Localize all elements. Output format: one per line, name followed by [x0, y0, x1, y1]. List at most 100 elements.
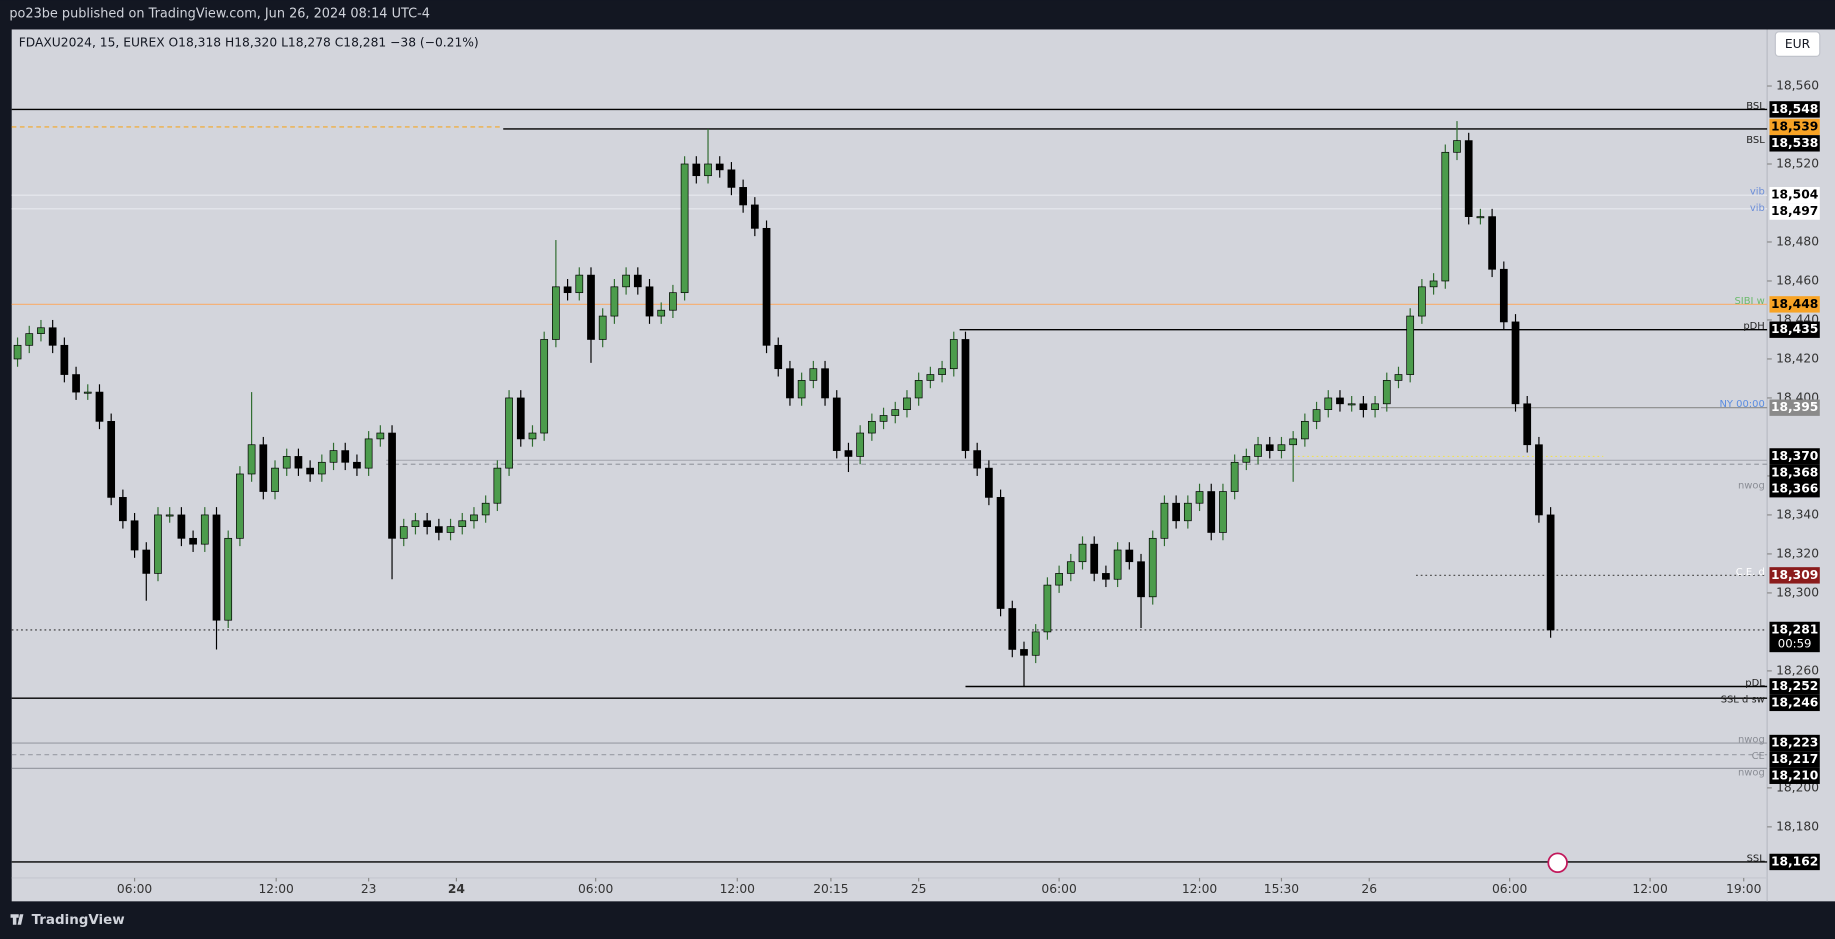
candle-body — [247, 444, 256, 475]
candle-body — [470, 514, 478, 522]
level-name: pDL — [1745, 678, 1765, 689]
level-box — [1769, 567, 1820, 584]
candle-body — [926, 374, 935, 381]
level-label: 18,395 NY 00:00 — [1719, 399, 1820, 416]
candle-body — [891, 409, 900, 416]
candle-body — [809, 368, 818, 381]
currency-button[interactable] — [1774, 31, 1821, 57]
candle-body — [1254, 444, 1262, 457]
level-box — [1769, 853, 1820, 871]
candle-body — [1511, 321, 1520, 405]
x-tick-label: 25 — [911, 882, 927, 896]
candle-body — [353, 461, 361, 469]
candle-body — [1207, 491, 1216, 533]
level-price: 18,435 — [1771, 322, 1818, 336]
candle-body — [271, 467, 279, 492]
level-box — [1769, 481, 1820, 498]
candle-body — [1183, 502, 1192, 522]
candle-body — [973, 450, 982, 469]
candles — [13, 121, 1555, 687]
candle-body — [154, 514, 162, 574]
candle-body — [212, 514, 221, 621]
candle-body — [1441, 151, 1450, 282]
x-tick-label: 15:30 — [1264, 882, 1299, 896]
candle-body — [1043, 584, 1052, 633]
candle-body — [739, 187, 747, 206]
candle-body — [37, 327, 45, 334]
candle-body — [165, 514, 174, 517]
candle-body — [1359, 403, 1368, 410]
candle-body — [1289, 438, 1298, 446]
level-price: 18,538 — [1771, 136, 1818, 150]
level-price: 18,497 — [1771, 204, 1818, 218]
candle-body — [1195, 491, 1204, 504]
candle-body — [1125, 549, 1134, 563]
y-tick-label: 18,480 — [1776, 234, 1819, 248]
x-tick-label: 24 — [448, 882, 465, 896]
level-name: BSL — [1746, 135, 1765, 146]
level-box — [1769, 101, 1820, 118]
candle-body — [996, 497, 1005, 609]
candle-body — [1406, 315, 1415, 375]
level-price: 18,504 — [1771, 188, 1818, 202]
legend-change: −38 (−0.21%) — [390, 35, 479, 49]
level-price: 18,366 — [1771, 482, 1818, 496]
candle-body — [95, 391, 104, 422]
candle-body — [224, 537, 233, 621]
y-tick-label: 18,560 — [1776, 79, 1819, 93]
x-tick-label: 06:00 — [1041, 882, 1076, 896]
level-box — [1769, 321, 1820, 338]
level-price: 18,246 — [1771, 695, 1818, 709]
x-tick-label: 20:15 — [813, 882, 848, 896]
candle-body — [83, 391, 92, 394]
candle-body — [669, 292, 677, 311]
candle-body — [786, 368, 794, 399]
candle-body — [715, 163, 724, 171]
x-tick-label: 12:00 — [259, 882, 294, 896]
candle-body — [493, 467, 502, 504]
candle-body — [1476, 216, 1485, 219]
level-box — [1769, 734, 1820, 752]
x-tick-label: 12:00 — [1632, 882, 1667, 896]
candle-body — [692, 163, 701, 177]
symbol: FDAXU2024, 15, EUREX — [19, 35, 165, 49]
x-tick-label: 23 — [361, 882, 377, 896]
level-box — [1769, 118, 1820, 136]
level-label: 18,539 — [1769, 118, 1820, 136]
candle-body — [130, 520, 139, 551]
level-name: nwog — [1738, 735, 1765, 746]
candle-body — [1324, 397, 1333, 410]
level-label: 18,217 CE — [1752, 751, 1820, 768]
y-tick-label: 18,300 — [1776, 585, 1819, 599]
level-box — [1769, 694, 1820, 712]
level-price: 18,368 — [1771, 465, 1818, 479]
candle-body — [1265, 444, 1274, 451]
candle-body — [306, 467, 314, 475]
candle-body — [750, 204, 759, 229]
candle-body — [48, 327, 57, 346]
legend-close: C18,281 — [335, 35, 386, 49]
candle-body — [844, 450, 853, 457]
level-box — [1769, 621, 1820, 653]
candle-body — [1382, 380, 1391, 405]
candle-body — [60, 344, 69, 375]
legend-low: L18,278 — [281, 35, 331, 49]
level-name: nwog — [1738, 481, 1765, 492]
candle-body — [119, 497, 127, 522]
level-name: vib — [1750, 187, 1765, 198]
candle-body — [1347, 403, 1356, 406]
candle-body — [610, 286, 619, 317]
level-label: 18,370 — [1769, 448, 1820, 465]
currency[interactable]: EUR — [1785, 37, 1811, 51]
level-box — [1769, 135, 1820, 152]
level-label: 18,252 pDL — [1745, 678, 1820, 695]
x-tick-label: 06:00 — [1492, 882, 1527, 896]
candle-body — [821, 368, 829, 399]
candle-body — [587, 274, 595, 340]
candle-body — [341, 450, 350, 463]
event-icon[interactable] — [1547, 852, 1568, 873]
candle-body — [1031, 631, 1040, 656]
candle-body — [1371, 403, 1379, 410]
brand: TradingView — [32, 913, 125, 928]
